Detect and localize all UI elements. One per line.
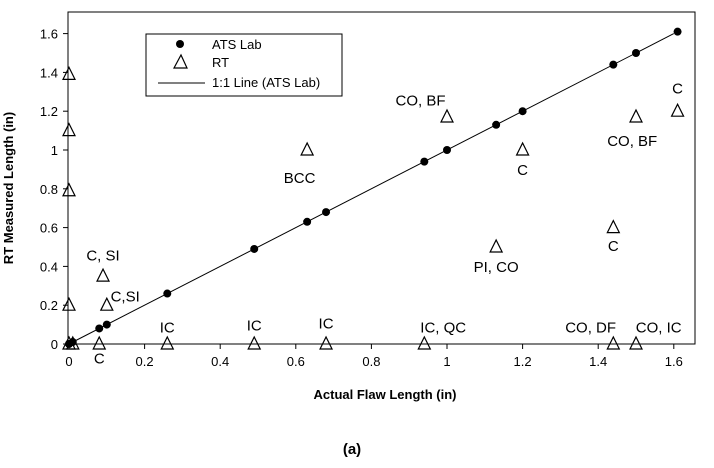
y-tick-label: 0.2 bbox=[40, 298, 58, 313]
x-tick-label: 1 bbox=[443, 354, 450, 369]
rt-point bbox=[300, 141, 315, 156]
x-tick-label: 1.6 bbox=[665, 354, 683, 369]
point-annotation: C bbox=[672, 81, 683, 98]
rt-point bbox=[92, 335, 107, 350]
x-tick-label: 1.4 bbox=[589, 354, 607, 369]
legend-marker-ats-lab bbox=[176, 40, 184, 48]
rt-point bbox=[489, 238, 504, 253]
point-annotation: CO, IC bbox=[636, 319, 682, 336]
rt-point bbox=[629, 335, 643, 350]
ats-lab-point bbox=[609, 60, 618, 69]
rt-point bbox=[62, 296, 76, 311]
y-tick-label: 1.2 bbox=[40, 104, 58, 119]
plot-frame bbox=[67, 11, 696, 345]
x-tick-label: 1.2 bbox=[514, 354, 532, 369]
legend-label-ats-lab: ATS Lab bbox=[212, 37, 262, 52]
axis-ticks: 0 0.2 0.4 0.6 0.8 1 1.2 1.4 1.6 0 0.2 0.4 0.6 0.8 1 1.2… bbox=[40, 27, 683, 369]
data-points bbox=[62, 27, 685, 350]
ats-lab-point bbox=[303, 217, 312, 226]
point-annotation: IC bbox=[160, 319, 175, 336]
legend-label-line: 1:1 Line (ATS Lab) bbox=[212, 75, 320, 90]
point-annotation: C, SI bbox=[86, 248, 119, 265]
rt-point bbox=[670, 102, 685, 117]
legend-marker-rt bbox=[172, 53, 188, 69]
x-tick-label: 0.8 bbox=[362, 354, 380, 369]
point-annotation: IC bbox=[319, 315, 334, 332]
y-tick-label: 1.4 bbox=[40, 65, 58, 80]
x-tick-label: 0.4 bbox=[211, 354, 229, 369]
y-tick-label: 0.6 bbox=[40, 221, 58, 236]
point-annotation: C bbox=[517, 162, 528, 179]
rt-point bbox=[160, 335, 175, 350]
point-annotation: CO, BF bbox=[396, 92, 446, 109]
point-annotation: BCC bbox=[284, 170, 316, 187]
y-tick-label: 0.4 bbox=[40, 259, 58, 274]
ats-lab-point bbox=[68, 338, 77, 347]
x-axis-title: Actual Flaw Length (in) bbox=[314, 387, 457, 402]
rt-point bbox=[319, 335, 334, 350]
rt-point bbox=[62, 182, 76, 197]
rt-point bbox=[440, 108, 454, 123]
point-annotation: CO, DF bbox=[565, 319, 616, 336]
ats-lab-point bbox=[518, 107, 527, 116]
y-tick-label: 0 bbox=[51, 337, 58, 352]
rt-point bbox=[606, 219, 621, 234]
rt-point bbox=[62, 122, 76, 137]
point-annotation: CO, BF bbox=[607, 133, 657, 150]
rt-point bbox=[417, 335, 432, 350]
rt-point bbox=[515, 141, 530, 156]
ats-lab-point bbox=[322, 208, 331, 217]
rt-point bbox=[629, 108, 643, 123]
ats-lab-point bbox=[492, 120, 501, 129]
rt-point bbox=[96, 267, 110, 282]
point-annotations: C, SI C,SI C IC IC IC BCC CO, BF C PI, CO IC, QC C C… bbox=[86, 81, 683, 368]
ats-lab-point bbox=[420, 157, 429, 166]
point-annotation: PI, CO bbox=[474, 259, 519, 276]
ats-lab-point bbox=[443, 146, 451, 154]
y-axis-title: RT Measured Length (in) bbox=[1, 112, 16, 264]
point-annotation: IC, QC bbox=[420, 319, 466, 336]
y-tick-label: 0.8 bbox=[40, 182, 58, 197]
point-annotation: IC bbox=[247, 317, 262, 334]
y-tick-label: 1 bbox=[51, 143, 58, 158]
ats-lab-point bbox=[632, 49, 640, 57]
rt-point bbox=[99, 296, 114, 311]
y-tick-label: 1.6 bbox=[40, 27, 58, 42]
rt-point bbox=[62, 65, 76, 80]
x-tick-label: 0.6 bbox=[287, 354, 305, 369]
legend-label-rt: RT bbox=[212, 55, 229, 70]
ats-lab-point bbox=[102, 320, 111, 329]
ats-lab-point bbox=[163, 289, 172, 298]
x-tick-label: 0.2 bbox=[136, 354, 154, 369]
rt-point bbox=[247, 335, 262, 350]
point-annotation: C bbox=[608, 238, 619, 255]
ats-lab-point bbox=[250, 244, 259, 253]
ats-lab-point bbox=[673, 27, 682, 36]
point-annotation: C bbox=[94, 350, 105, 367]
ats-lab-point bbox=[95, 324, 104, 333]
point-annotation: C,SI bbox=[111, 288, 140, 305]
figure-caption: (a) bbox=[343, 441, 361, 458]
x-tick-label: 0 bbox=[65, 354, 72, 369]
plot-area-border bbox=[67, 11, 696, 345]
legend: ATS Lab RT 1:1 Line (ATS Lab) bbox=[145, 33, 343, 97]
rt-point bbox=[606, 335, 621, 350]
